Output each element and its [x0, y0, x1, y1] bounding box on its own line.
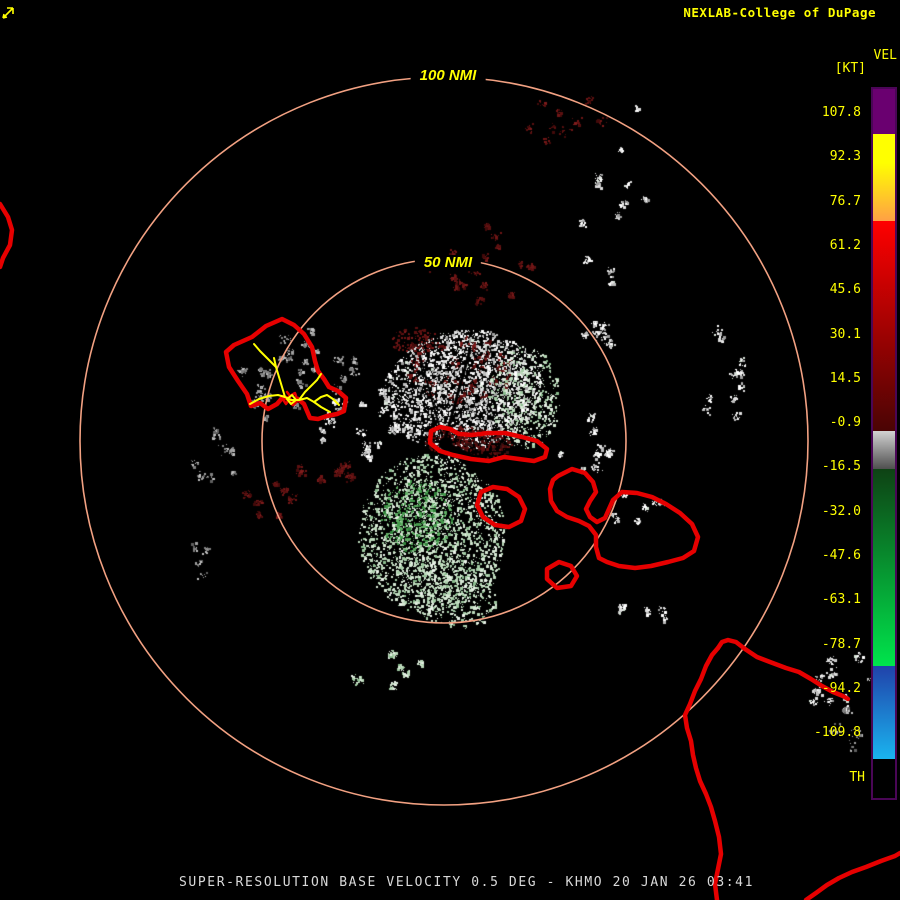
- colorbar-tick-value: 14.5: [829, 370, 861, 386]
- colorbar-segment: [873, 163, 895, 221]
- colorbar-threshold-label: TH: [849, 770, 865, 785]
- coastline-kahoolawe: [544, 559, 580, 591]
- colorbar-segment: [873, 221, 895, 431]
- colorbar-tick-value: 76.7: [829, 193, 861, 209]
- coastline-molokai: [427, 424, 550, 464]
- colorbar-tick-value: -32.0: [821, 503, 861, 519]
- colorbar-segment: [873, 469, 895, 666]
- colorbar-segment: [873, 759, 895, 796]
- road-kamehameha-hwy: [253, 343, 277, 368]
- road-h1-freeway: [249, 394, 331, 413]
- road-pearl-loop: [286, 394, 297, 405]
- colorbar-unit-label: VEL: [873, 48, 897, 63]
- road-h3-freeway: [298, 373, 322, 401]
- coastline-oahu: [223, 316, 349, 422]
- coastline-big-island-north-coast: [715, 637, 851, 702]
- colorbar-segment: [873, 666, 895, 759]
- road-h2-freeway: [273, 357, 286, 398]
- page-title: NEXLAB-College of DuPage: [683, 5, 876, 20]
- colorbar-tick-value: 61.2: [829, 237, 861, 253]
- colorbar-tick-value: -78.7: [821, 636, 861, 652]
- colorbar-tick-value: 45.6: [829, 282, 861, 298]
- colorbar-segment: [873, 89, 895, 134]
- colorbar-tick-value: -109.8: [814, 725, 861, 741]
- product-caption: SUPER-RESOLUTION BASE VELOCITY 0.5 DEG -…: [179, 875, 755, 890]
- coastline-big-island-southeast-coast: [803, 850, 900, 900]
- coastline-maui: [547, 466, 701, 571]
- colorbar-tick-value: -63.1: [821, 592, 861, 608]
- colorbar-gradient: [873, 89, 895, 798]
- colorbar-unit-bracket: [KT]: [834, 61, 866, 76]
- range-ring-label-50nmi: 50 NMI: [414, 255, 482, 271]
- road-kalanianaole-hwy: [313, 394, 340, 406]
- nexlab-logo-icon: [2, 7, 14, 19]
- colorbar-tick-value: -47.6: [821, 548, 861, 563]
- colorbar-tick-value: -94.2: [821, 680, 861, 696]
- colorbar-segment: [873, 431, 895, 469]
- range-ring-label-100nmi: 100 NMI: [410, 68, 486, 84]
- coastline-kauai-east-edge: [0, 201, 15, 270]
- range-ring-100-nmi: [79, 76, 809, 806]
- colorbar-tick-value: -0.9: [829, 415, 861, 431]
- colorbar-tick-value: 107.8: [821, 105, 861, 120]
- colorbar-tick-value: 30.1: [829, 326, 861, 342]
- colorbar-tick-value: -16.5: [821, 459, 861, 475]
- colorbar: [871, 87, 897, 800]
- colorbar-tick-value: 92.3: [829, 149, 861, 165]
- coastline-big-island-west-coast: [682, 645, 724, 900]
- colorbar-segment: [873, 134, 895, 163]
- coastline-lanai: [474, 484, 528, 530]
